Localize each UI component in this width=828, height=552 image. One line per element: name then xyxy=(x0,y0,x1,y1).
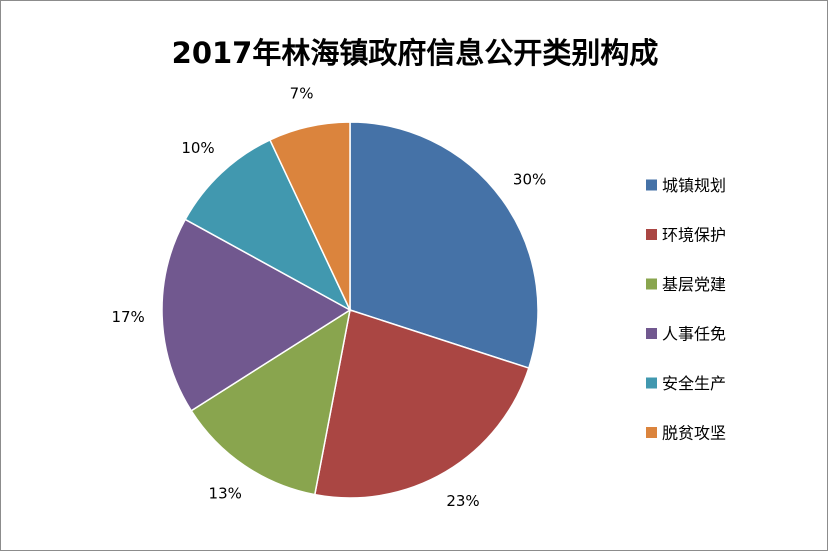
pie-slice-4 xyxy=(161,218,352,412)
slice-data-label-4: 17% xyxy=(111,308,144,326)
legend-label-1: 城镇规划 xyxy=(662,176,726,195)
pie-slice-6 xyxy=(268,121,351,311)
legend-swatch-1 xyxy=(646,179,657,191)
slice-data-label-6: 7% xyxy=(290,84,314,102)
legend-label-4: 人事任免 xyxy=(662,325,726,344)
slice-data-label-5: 10% xyxy=(181,139,214,157)
pie-slice-5 xyxy=(184,138,352,312)
legend-label-3: 基层党建 xyxy=(662,275,726,294)
slice-data-label-1: 30% xyxy=(513,171,546,189)
legend-swatch-2 xyxy=(646,229,657,240)
legend-label-6: 脱贫攻坚 xyxy=(662,424,726,443)
chart-title: 2017年林海镇政府信息公开类别构成 xyxy=(172,36,659,70)
pie-slice-3 xyxy=(190,308,352,496)
legend-swatch-5 xyxy=(646,377,657,389)
pie-slice-1 xyxy=(349,121,539,370)
legend-swatch-6 xyxy=(646,427,657,438)
pie-slice-2 xyxy=(313,309,530,499)
legend-label-2: 环境保护 xyxy=(662,226,726,245)
legend-swatch-3 xyxy=(646,278,657,290)
slice-data-label-2: 23% xyxy=(446,492,479,510)
legend-swatch-4 xyxy=(646,328,657,339)
legend-label-5: 安全生产 xyxy=(662,374,726,393)
slice-data-label-3: 13% xyxy=(209,485,242,503)
